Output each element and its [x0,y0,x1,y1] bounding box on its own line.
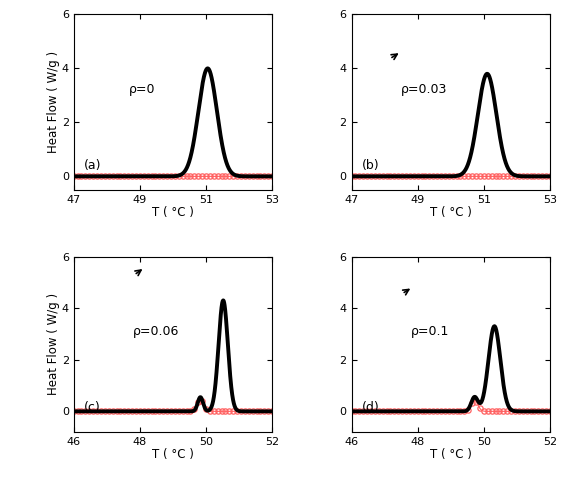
Y-axis label: Heat Flow ( W/g ): Heat Flow ( W/g ) [47,51,60,153]
X-axis label: T ( °C ): T ( °C ) [430,206,472,219]
X-axis label: T ( °C ): T ( °C ) [430,448,472,461]
Text: ρ=0.1: ρ=0.1 [411,325,450,338]
Text: ρ=0.03: ρ=0.03 [401,84,447,96]
X-axis label: T ( °C ): T ( °C ) [152,206,194,219]
Text: ρ=0: ρ=0 [129,84,156,96]
Text: ρ=0.06: ρ=0.06 [133,325,180,338]
Text: (c): (c) [84,401,100,414]
Text: (d): (d) [362,401,379,414]
Y-axis label: Heat Flow ( W/g ): Heat Flow ( W/g ) [47,293,60,396]
Text: (a): (a) [84,159,101,172]
X-axis label: T ( °C ): T ( °C ) [152,448,194,461]
Text: (b): (b) [362,159,379,172]
